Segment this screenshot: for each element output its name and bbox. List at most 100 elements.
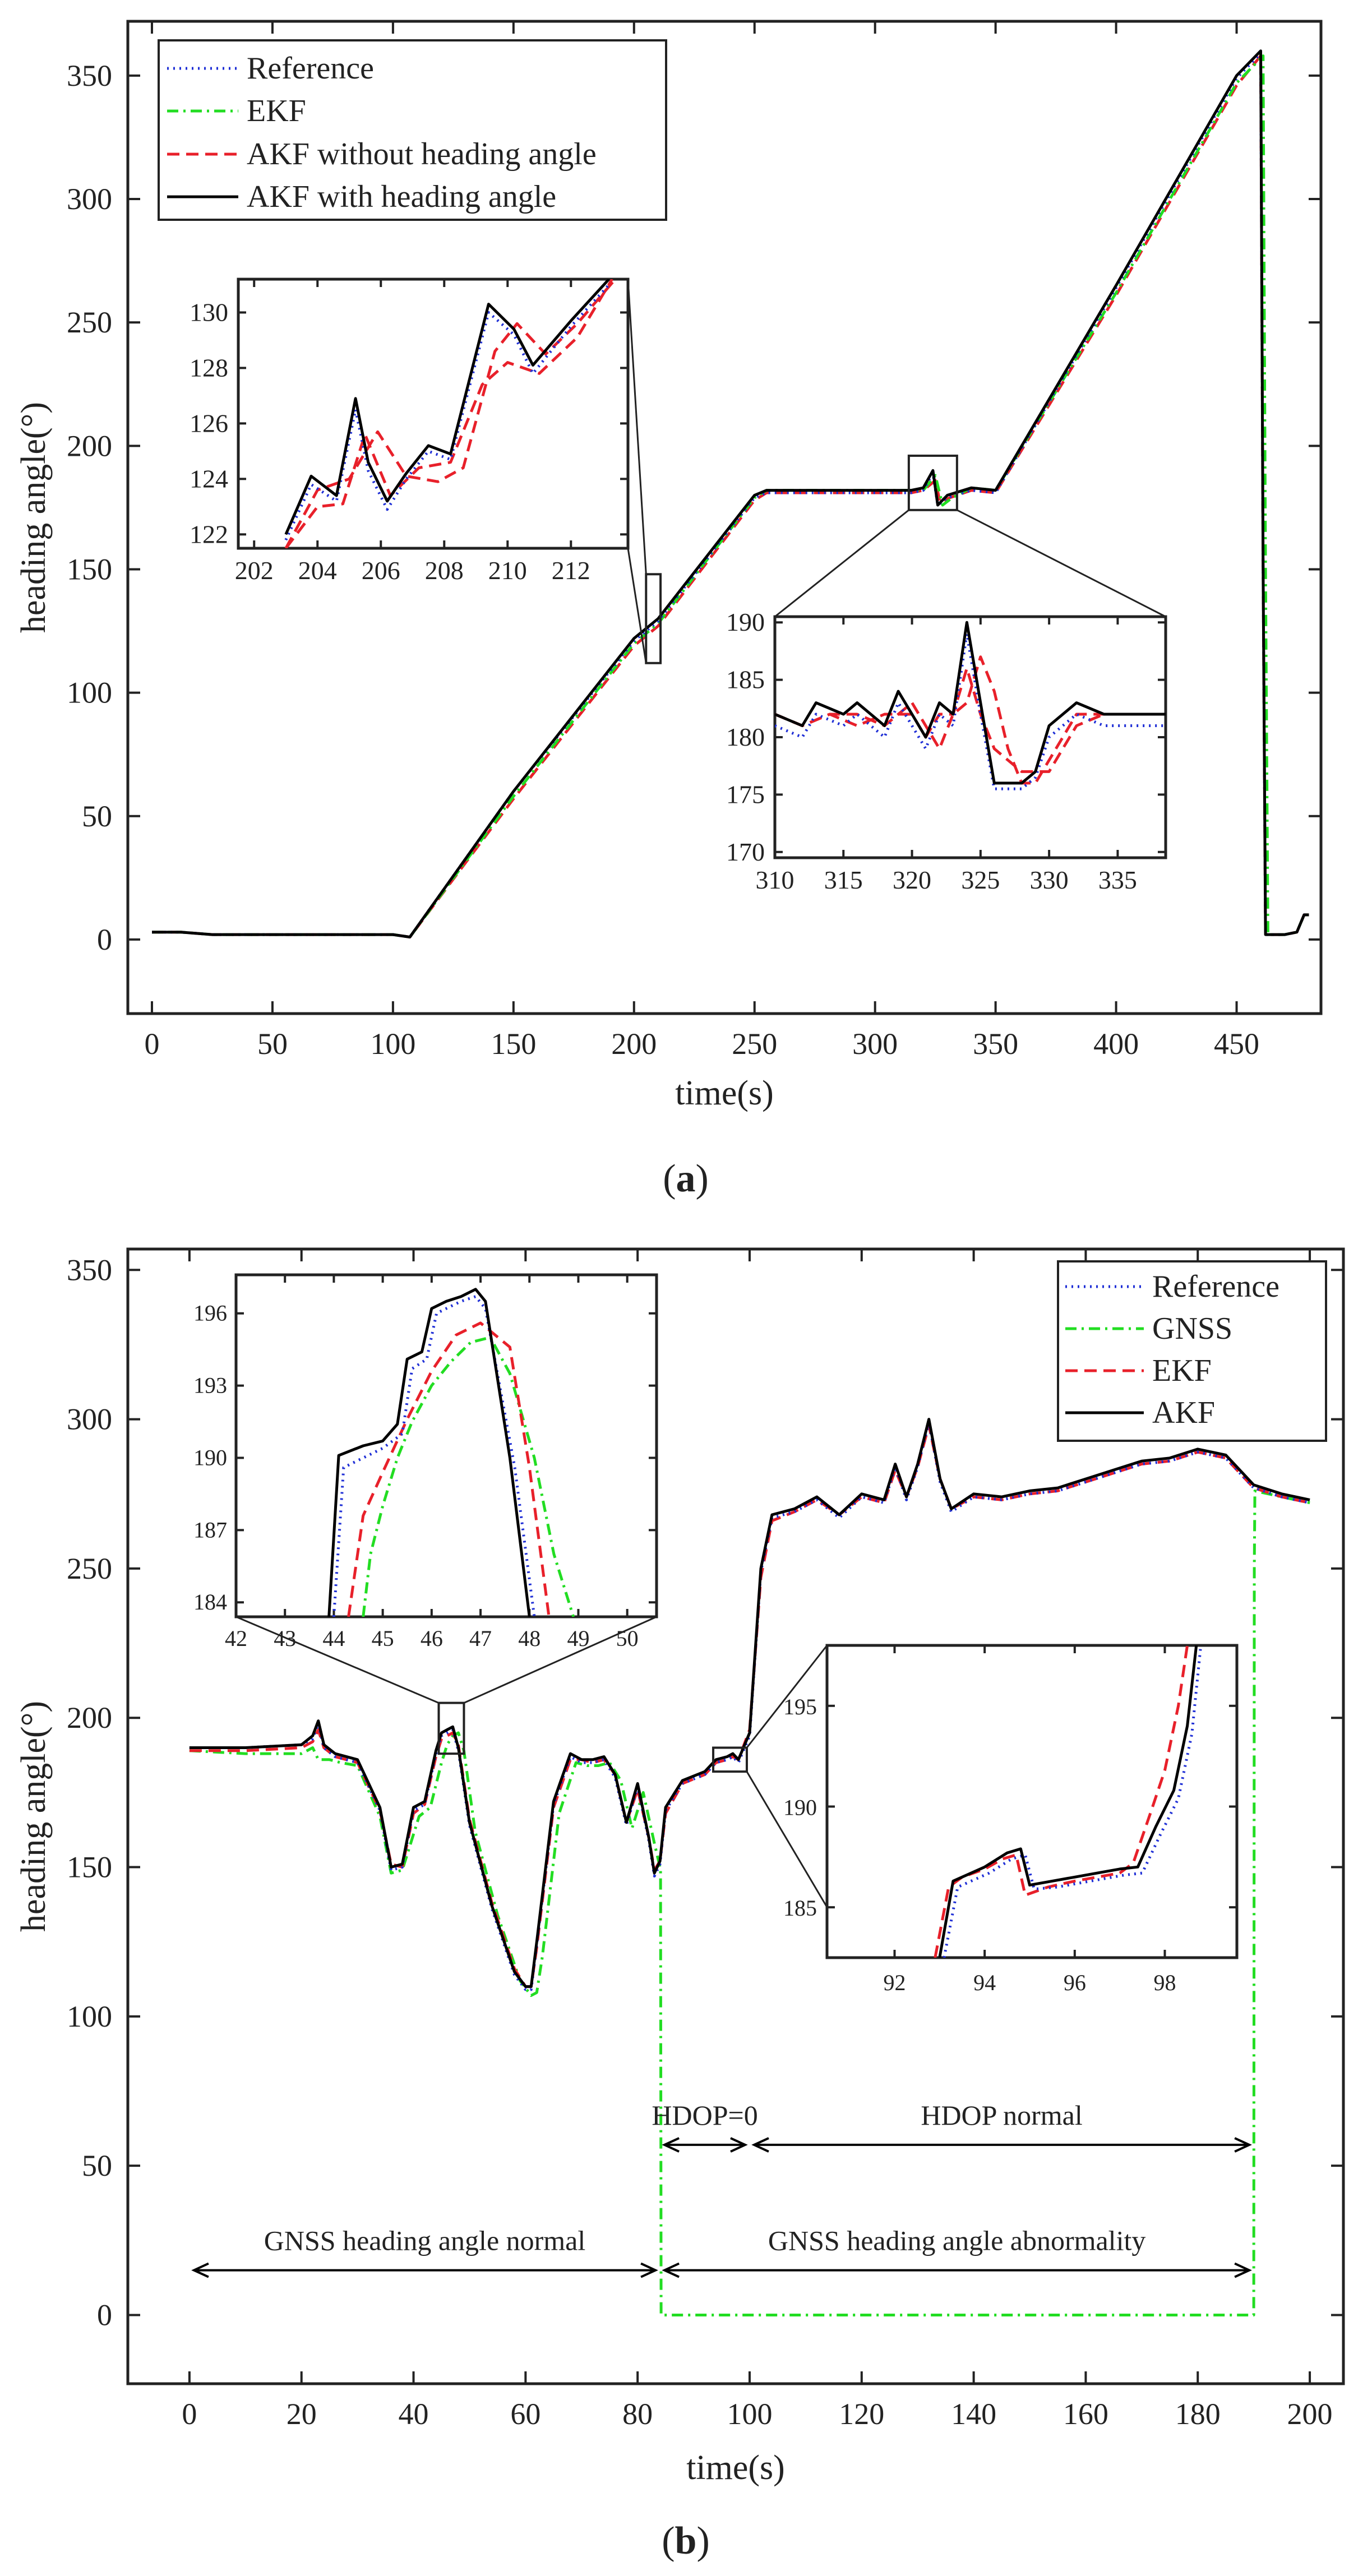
panel-a-zoom-box-2 xyxy=(907,454,958,511)
panel-a-ticks: 0 50 100 150 200 250 300 350 400 450 0 50 100 150 200 2… xyxy=(67,21,1321,1061)
panel-b-series-akf xyxy=(189,1418,1310,1988)
panel-b-y-tick-label: 100 xyxy=(67,2000,112,2033)
panel-a-series xyxy=(152,49,1309,938)
panel-b-annotation-arrowhead xyxy=(640,2262,658,2278)
panel-a-inset-1-x-tick-label: 204 xyxy=(298,556,337,585)
panel-a-y-axis-label: heading angle(°) xyxy=(15,402,53,633)
legend-label-akf-without: AKF without heading angle xyxy=(247,137,597,172)
panel-a-y-tick-label: 0 xyxy=(97,923,112,956)
panel-b-inset-1-series-gnss xyxy=(362,1336,575,1617)
panel-a-y-tick-label: 150 xyxy=(67,552,112,586)
panel-a-caption: (a) xyxy=(663,1157,709,1200)
panel-a-inset-2-x-tick-label: 320 xyxy=(893,866,931,894)
panel-b-zoom-box-2 xyxy=(712,1746,748,1773)
panel-a-x-tick-label: 0 xyxy=(144,1027,159,1061)
panel-a-inset-1-content: 202 204 206 208 210 212 122 124 126 128 130 xyxy=(190,279,628,585)
panel-b-y-tick-label: 350 xyxy=(67,1253,112,1287)
panel-a-zoom-connector xyxy=(627,279,647,575)
panel-a-zoom-connector xyxy=(627,548,647,664)
panel-a-inset-2-x-tick-label: 315 xyxy=(824,866,863,894)
panel-a-y-tick-label: 250 xyxy=(67,306,112,339)
panel-a-inset-2-y-tick-label: 180 xyxy=(726,723,765,751)
panel-b-x-tick-label: 40 xyxy=(399,2397,429,2431)
panel-a-x-tick-label: 400 xyxy=(1093,1027,1139,1061)
panel-a-inset-1-series-ekf xyxy=(284,279,617,548)
panel-b-inset-1-y-tick-label: 190 xyxy=(193,1445,227,1470)
panel-a-inset-1-x-tick-label: 212 xyxy=(552,556,590,585)
panel-a-inset-1-box xyxy=(237,278,630,550)
panel-b-inset-1-x-tick-label: 42 xyxy=(225,1626,247,1651)
panel-b-x-axis-label: time(s) xyxy=(686,2449,785,2487)
panel-b-zoom-connector xyxy=(746,1771,828,1908)
panel-b-inset-1-y-tick-label: 184 xyxy=(193,1589,227,1615)
panel-b-y-tick-label: 0 xyxy=(97,2298,112,2332)
panel-b-inset-1-x-tick-label: 46 xyxy=(421,1626,443,1651)
panel-b-inset-1-series-ekf xyxy=(347,1321,551,1617)
legend-label-ekf: EKF xyxy=(247,94,306,128)
panel-b-y-tick-label: 300 xyxy=(67,1403,112,1436)
panel-b-x-tick-label: 60 xyxy=(510,2397,541,2431)
panel-b-x-tick-label: 0 xyxy=(182,2397,197,2431)
panel-b-inset-1-y-tick-label: 196 xyxy=(193,1301,227,1326)
panel-b-zoom-box-1 xyxy=(437,1701,465,1755)
panel-b-legend-box xyxy=(1057,1260,1327,1442)
panel-a-y-tick-label: 300 xyxy=(67,182,112,216)
panel-b-inset-1-x-tick-label: 43 xyxy=(274,1626,296,1651)
panel-b-inset-1-x-tick-label: 50 xyxy=(616,1626,639,1651)
panel-b-y-axis-label: heading angle(°) xyxy=(15,1701,53,1932)
panel-a-inset-1-x-tick-label: 208 xyxy=(425,556,464,585)
panel-b-x-tick-label: 140 xyxy=(951,2397,996,2431)
panel-a-inset-2-y-tick-label: 170 xyxy=(726,838,765,866)
panel-a-y-tick-label: 100 xyxy=(67,676,112,710)
legend-label-gnss: GNSS xyxy=(1152,1311,1232,1346)
panel-b-inset-1-x-tick-label: 47 xyxy=(469,1626,492,1651)
panel-b-inset-1-box xyxy=(234,1273,658,1618)
panel-b-inset-1: 42 43 44 45 46 47 48 49 50 184 187 190 193 196 xyxy=(193,1273,658,1651)
legend-label-ekf: EKF xyxy=(1152,1353,1212,1388)
panel-a-x-tick-label: 450 xyxy=(1214,1027,1259,1061)
panel-b-annotation-arrowhead xyxy=(730,2137,748,2153)
panel-a-inset-1-y-tick-label: 130 xyxy=(190,298,228,326)
panel-a-zoom-boxes xyxy=(627,279,1166,664)
panel-b-inset-2-x-tick-label: 98 xyxy=(1153,1970,1176,1995)
panel-a-inset-1-x-tick-label: 202 xyxy=(235,556,274,585)
panel-a-inset-2: 310 315 320 325 330 335 170 175 180 185 190 xyxy=(726,608,1167,894)
panel-a-inset-2-series-akf-without-heading-angle xyxy=(775,667,1166,773)
panel-b-annotation-label: GNSS heading angle abnormality xyxy=(768,2225,1146,2256)
panel-a-inset-1-y-tick-label: 126 xyxy=(190,409,228,437)
panel-a-x-tick-label: 50 xyxy=(257,1027,288,1061)
panel-b-inset-1-x-tick-label: 48 xyxy=(518,1626,541,1651)
panel-a-x-tick-label: 350 xyxy=(973,1027,1018,1061)
panel-b-zoom-connector xyxy=(746,1645,828,1749)
panel-b-inset-2-x-tick-label: 94 xyxy=(973,1970,996,1995)
panel-a-inset-1-series-akf-without-heading-angle xyxy=(284,279,613,548)
panel-b-caption: (b) xyxy=(662,2519,710,2563)
panel-a-inset-1-x-tick-label: 210 xyxy=(488,556,527,585)
panel-b-inset-1-series-reference xyxy=(332,1295,536,1617)
panel-b: 0 20 40 60 80 100 120 140 160 180 200 0 50 100 150 200 2… xyxy=(15,1247,1345,2563)
panel-b-annotation-arrowhead xyxy=(662,2262,680,2278)
panel-b-legend: Reference GNSS EKF AKF xyxy=(1057,1260,1327,1442)
panel-a-inset-2-series-akf-with-heading-angle xyxy=(775,621,1166,785)
panel-b-zoom-boxes xyxy=(235,1616,828,1908)
panel-b-inset-1-content: 42 43 44 45 46 47 48 49 50 184 187 190 193 196 xyxy=(193,1275,657,1651)
panel-b-inset-2-series-akf xyxy=(938,1645,1198,1958)
panel-a-zoom-connector xyxy=(957,509,1166,618)
panel-b-inset-1-y-tick-label: 193 xyxy=(193,1373,227,1398)
panel-b-annotation-arrowhead xyxy=(1234,2137,1252,2153)
panel-b-annotation-arrowhead xyxy=(751,2137,769,2153)
panel-a-legend: Reference EKF AKF without heading angle … xyxy=(158,39,667,221)
panel-b-y-tick-label: 150 xyxy=(67,1851,112,1884)
panel-a-inset-2-x-tick-label: 330 xyxy=(1030,866,1069,894)
panel-a-inset-1-series-akf-with-heading-angle xyxy=(284,279,610,535)
panel-a-inset-1-y-tick-label: 128 xyxy=(190,353,228,382)
panel-b-y-tick-label: 50 xyxy=(82,2149,112,2182)
panel-b-inset-1-x-tick-label: 49 xyxy=(567,1626,589,1651)
panel-a-series-akf-with-heading-angle xyxy=(152,49,1309,938)
panel-b-y-tick-label: 200 xyxy=(67,1701,112,1735)
panel-b-inset-2-y-tick-label: 185 xyxy=(783,1895,817,1921)
legend-label-reference: Reference xyxy=(1152,1269,1279,1304)
panel-a-x-tick-label: 150 xyxy=(491,1027,536,1061)
legend-label-akf-with: AKF with heading angle xyxy=(247,179,556,214)
